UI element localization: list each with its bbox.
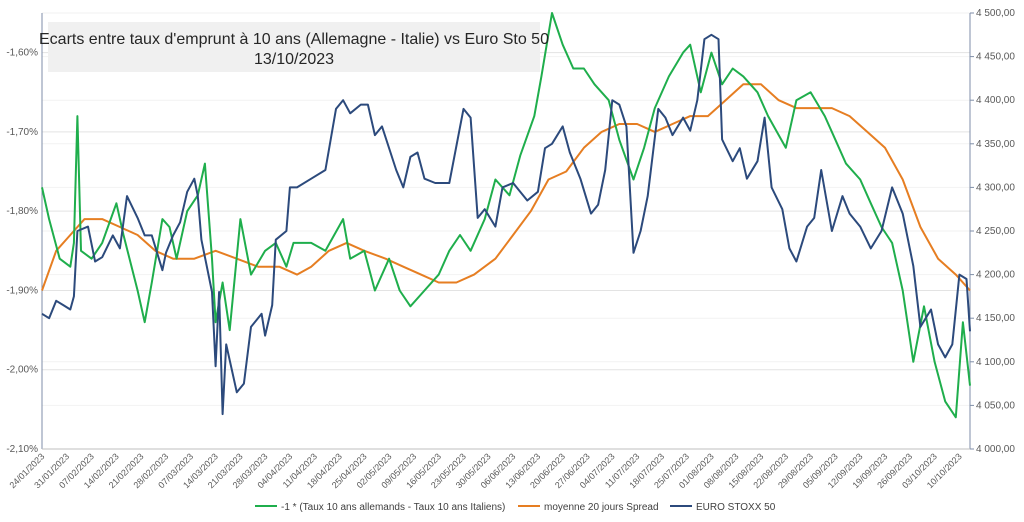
- y-right-tick-label: 4 450,00: [976, 52, 1015, 63]
- legend-label-1: moyenne 20 jours Spread: [544, 502, 659, 513]
- y-right-tick-label: 4 400,00: [976, 95, 1015, 106]
- legend-label-2: EURO STOXX 50: [696, 502, 776, 513]
- chart-title-box: Ecarts entre taux d'emprunt à 10 ans (Al…: [39, 22, 549, 72]
- y-right-tick-label: 4 300,00: [976, 182, 1015, 193]
- legend-label-0: -1 * (Taux 10 ans allemands - Taux 10 an…: [281, 502, 505, 513]
- y-right-tick-label: 4 150,00: [976, 313, 1015, 324]
- y-right-tick-label: 4 000,00: [976, 444, 1015, 455]
- series-layer: [41, 12, 971, 419]
- y-right-tick-label: 4 200,00: [976, 270, 1015, 281]
- y-left-tick-label: -1,70%: [6, 127, 38, 138]
- y-left-tick-label: -1,80%: [6, 206, 38, 217]
- grid-layer: [42, 12, 970, 450]
- y-right-tick-label: 4 350,00: [976, 139, 1015, 150]
- legend: -1 * (Taux 10 ans allemands - Taux 10 an…: [255, 502, 776, 513]
- series-line-0: [41, 12, 971, 419]
- title-background: [48, 22, 540, 72]
- y-left-tick-label: -1,60%: [6, 48, 38, 59]
- y-right-tick-label: 4 500,00: [976, 8, 1015, 19]
- y-left-tick-label: -2,00%: [6, 365, 38, 376]
- series-line-2: [41, 33, 971, 416]
- y-left-tick-label: -1,90%: [6, 285, 38, 296]
- y-right-tick-label: 4 050,00: [976, 400, 1015, 411]
- y-left-tick-label: -2,10%: [6, 444, 38, 455]
- y-right-tick-label: 4 100,00: [976, 357, 1015, 368]
- chart-subtitle: 13/10/2023: [254, 51, 334, 68]
- y-right-tick-label: 4 250,00: [976, 226, 1015, 237]
- chart-title: Ecarts entre taux d'emprunt à 10 ans (Al…: [39, 31, 549, 48]
